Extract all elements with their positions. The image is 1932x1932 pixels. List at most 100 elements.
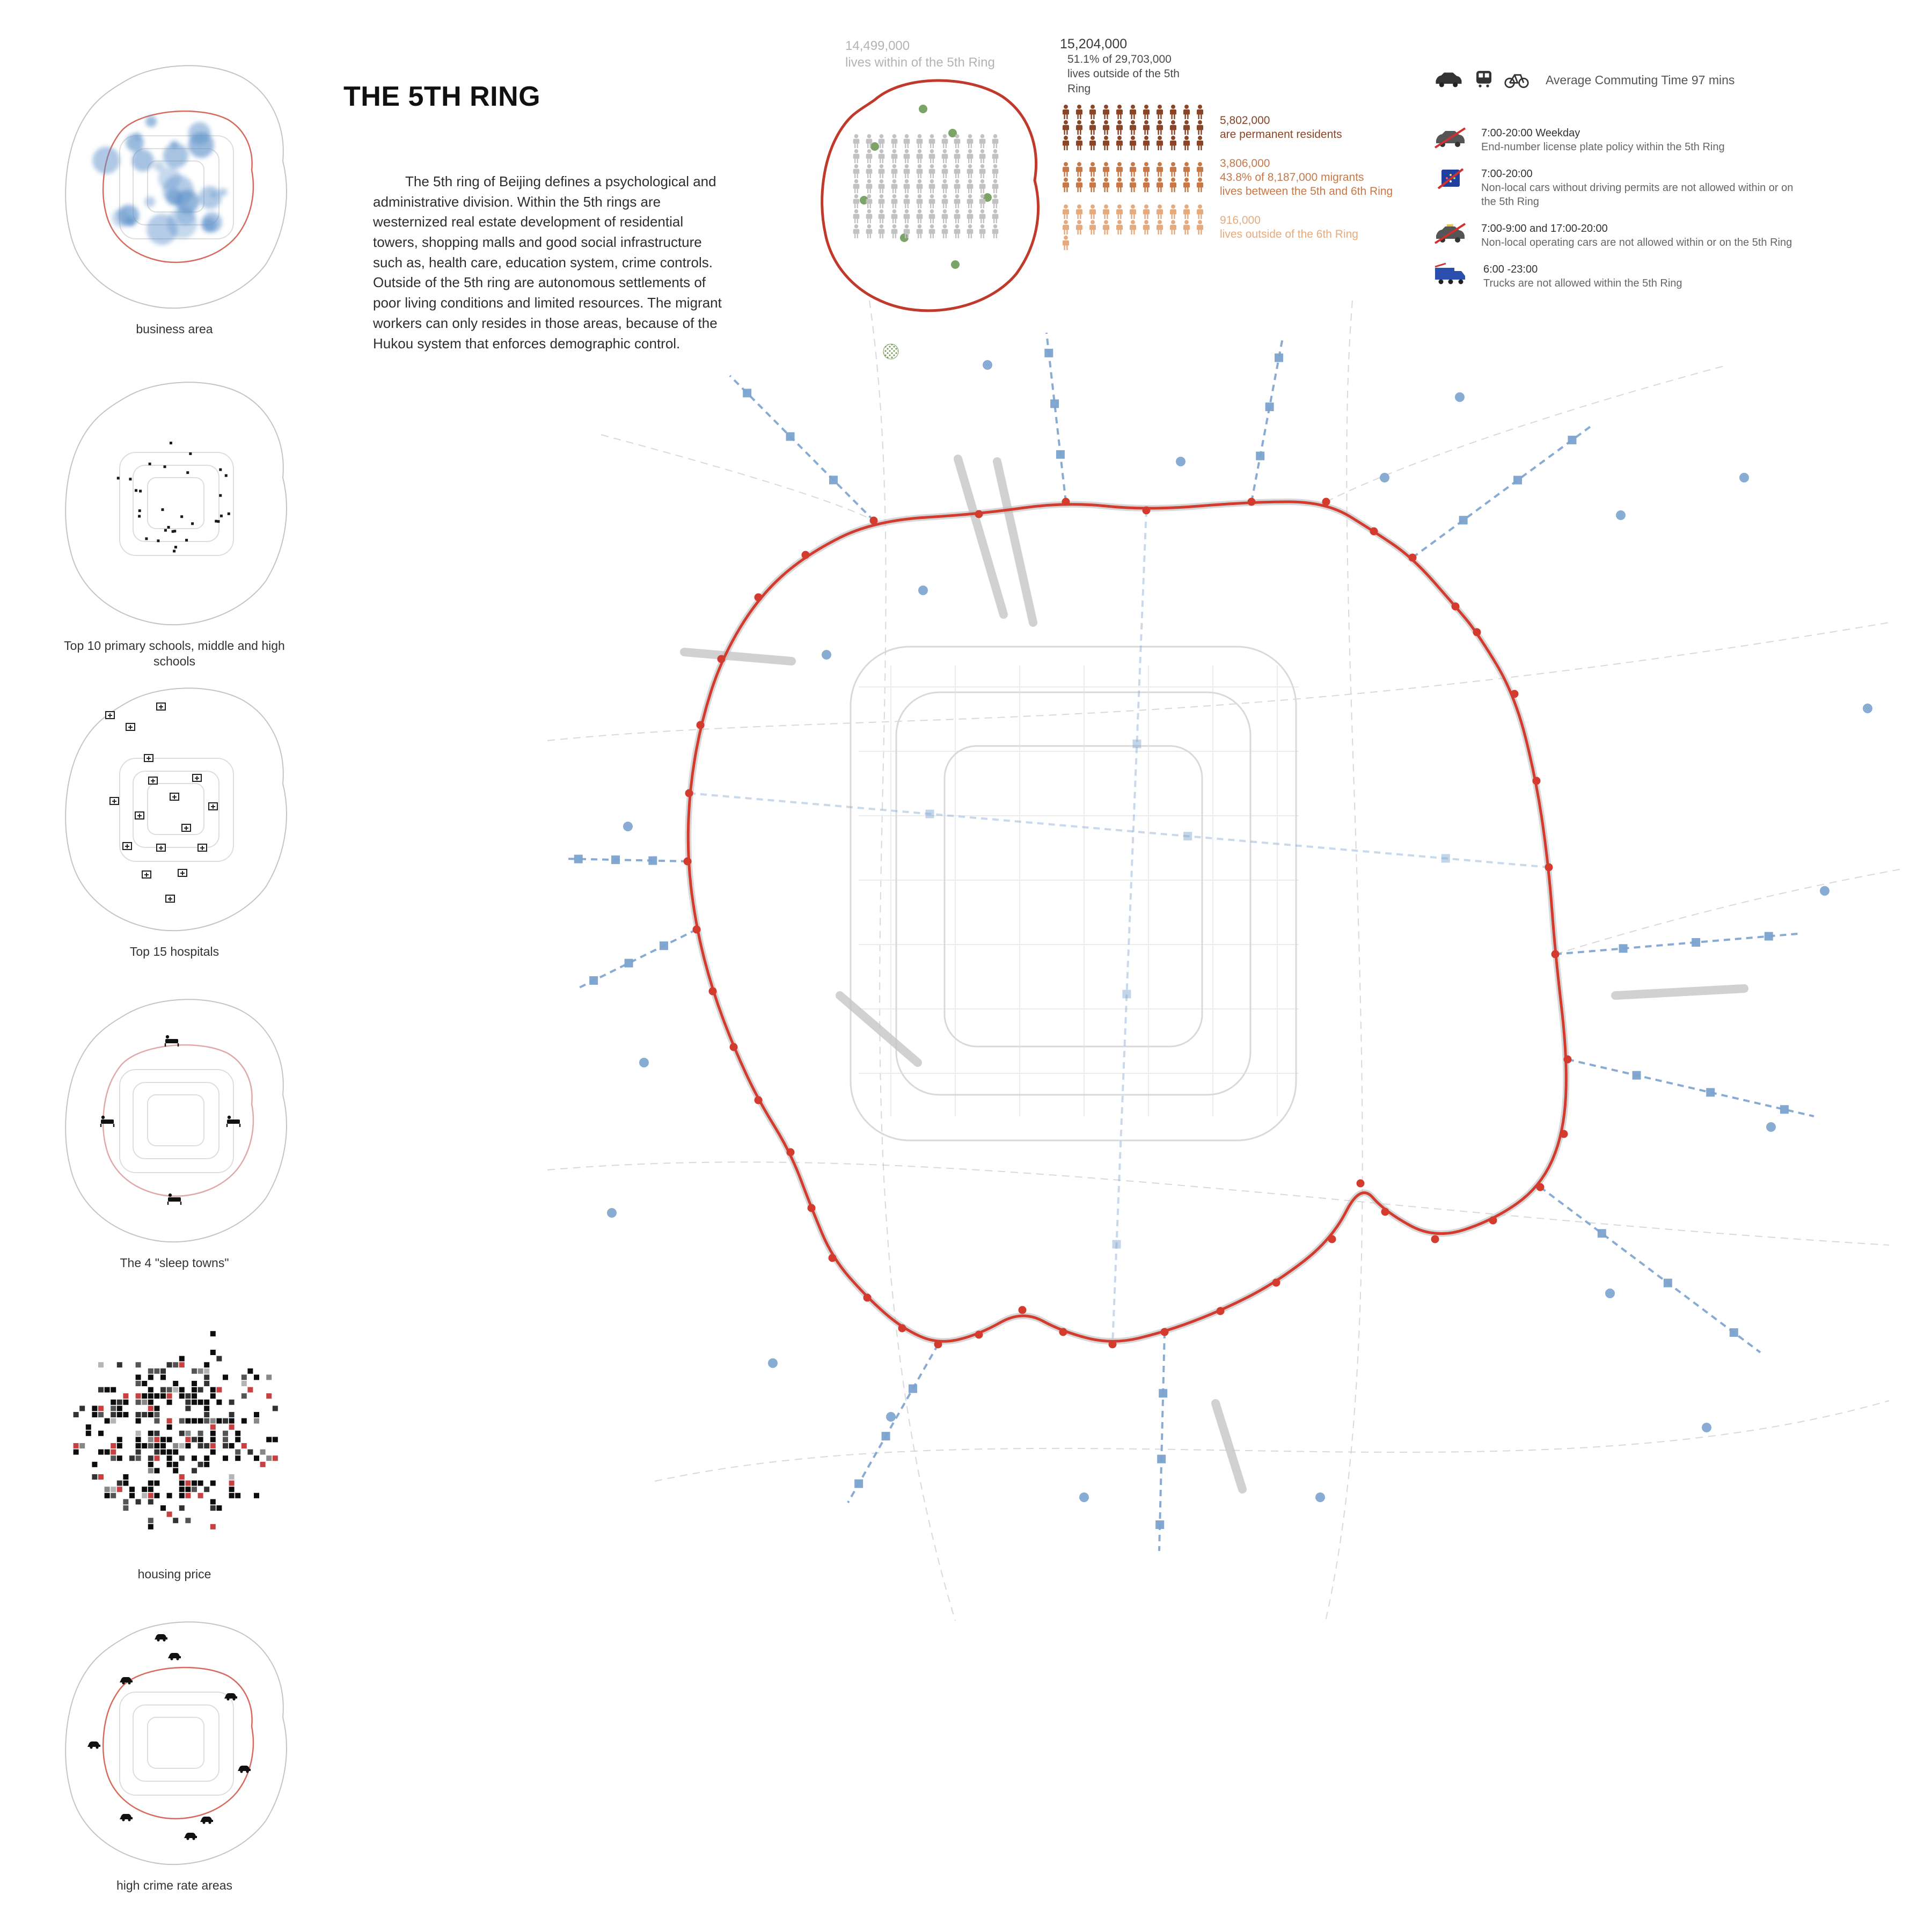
population-group: 916,000 lives outside of the 6th Ring <box>1060 204 1446 251</box>
person-icon <box>1154 104 1166 119</box>
person-icon <box>1140 135 1152 150</box>
person-icon <box>1100 120 1112 135</box>
subway-station <box>659 941 668 950</box>
subway-station <box>1692 938 1701 947</box>
person-icon <box>1167 204 1179 219</box>
light-rail-station <box>869 516 878 525</box>
thumbnail-map-crime <box>65 1621 287 1865</box>
rule-row: 7:00-20:00 Non-local cars without driving… <box>1433 167 1841 209</box>
person-icon <box>1100 219 1112 235</box>
light-rail-station <box>1473 628 1481 636</box>
rule-time: 7:00-9:00 and 17:00-20:00 <box>1481 223 1608 235</box>
person-icon <box>1114 135 1125 150</box>
subway-station <box>1459 516 1468 525</box>
person-icon <box>1194 104 1206 119</box>
rule-time: 6:00 -23:00 <box>1483 264 1538 275</box>
person-icon <box>876 179 887 193</box>
person-icon <box>1140 104 1152 119</box>
subway-station <box>1702 1423 1711 1432</box>
subway-station <box>886 1412 896 1422</box>
subway-station <box>624 958 633 968</box>
subway-station <box>822 650 831 660</box>
person-icon <box>990 209 1001 223</box>
person-icon <box>901 149 912 163</box>
population-outside-caption: lives outside of the 5th Ring <box>1067 68 1180 95</box>
person-icon <box>1073 135 1085 150</box>
person-icon <box>1154 219 1166 235</box>
person-icon <box>889 134 900 148</box>
person-icon <box>1060 135 1072 150</box>
person-icon <box>1127 120 1139 135</box>
person-icon <box>1087 135 1099 150</box>
population-group-icons <box>1060 104 1211 151</box>
subway-station <box>1568 435 1577 444</box>
subway-station <box>1265 402 1274 412</box>
person-icon <box>1154 178 1166 193</box>
person-icon <box>901 179 912 193</box>
rule-text: 7:00-20:00 Weekday End-number license pla… <box>1481 126 1803 154</box>
thumbnail-caption: The 4 "sleep towns" <box>120 1256 229 1270</box>
person-icon <box>1167 104 1179 119</box>
person-icon <box>926 164 938 178</box>
person-icon <box>952 149 963 163</box>
person-icon <box>939 164 950 178</box>
population-inside-label: 14,499,000 lives within of the 5th Ring <box>845 38 995 71</box>
light-rail-station <box>975 510 983 518</box>
blob-outline <box>821 79 1040 312</box>
person-icon <box>1087 120 1099 135</box>
subway-station <box>908 1384 917 1393</box>
subway-station <box>1155 1520 1165 1529</box>
population-outside-value: 15,204,000 <box>1060 36 1128 52</box>
person-icon <box>901 194 912 208</box>
person-icon <box>977 134 988 148</box>
thumbnail-crime: high crime rate areas <box>46 1607 303 1893</box>
subway-station <box>1441 854 1450 863</box>
person-icon <box>901 224 912 238</box>
person-icon <box>1060 178 1072 193</box>
subway-station <box>1132 740 1141 749</box>
subway-station <box>1256 451 1265 460</box>
page-title: THE 5TH RING <box>343 81 541 112</box>
subway-station <box>611 855 620 865</box>
population-outside-chart: 15,204,000 51.1% of 29,703,000 lives out… <box>1060 36 1446 257</box>
thumbnail-schools: Top 10 primary schools, middle and high … <box>46 368 303 669</box>
light-rail-station <box>1431 1235 1439 1243</box>
light-rail-station <box>828 1254 837 1262</box>
fifth-ring-light-rail <box>686 500 1568 1343</box>
person-icon <box>990 164 1001 178</box>
person-icon <box>1100 178 1112 193</box>
car-icon <box>1433 69 1464 92</box>
subway-station <box>639 1058 649 1067</box>
population-inside-value: 14,499,000 <box>845 39 910 53</box>
light-rail-station <box>1370 527 1378 536</box>
person-icon <box>1167 120 1179 135</box>
permit-no-icon <box>1433 167 1467 193</box>
person-icon <box>977 209 988 223</box>
person-icon <box>1114 162 1125 177</box>
light-rail-station <box>1328 1235 1336 1243</box>
person-icon <box>1127 204 1139 219</box>
subway-station <box>1605 1289 1615 1298</box>
person-icon <box>990 224 1001 238</box>
light-rail-station <box>1142 506 1151 515</box>
person-icon <box>1194 219 1206 235</box>
person-icon <box>1154 120 1166 135</box>
person-icon <box>876 164 887 178</box>
person-icon <box>889 179 900 193</box>
thumbnail-caption: housing price <box>137 1567 211 1581</box>
light-rail-station <box>754 593 763 602</box>
light-rail-station <box>1108 1340 1117 1349</box>
light-rail-station <box>1545 863 1553 872</box>
subway-station <box>1315 1492 1325 1502</box>
person-icon <box>939 194 950 208</box>
person-icon <box>952 224 963 238</box>
person-icon <box>863 209 875 223</box>
traffic-rules-panel: 7:00-20:00 Weekday End-number license pla… <box>1433 126 1841 303</box>
person-icon <box>914 194 925 208</box>
person-icon <box>1140 219 1152 235</box>
subway-station <box>1706 1088 1715 1097</box>
subway-station <box>1183 832 1192 841</box>
subway-station <box>1380 473 1389 482</box>
person-icon <box>1194 120 1206 135</box>
thumbnail-map-sleep <box>65 999 287 1243</box>
